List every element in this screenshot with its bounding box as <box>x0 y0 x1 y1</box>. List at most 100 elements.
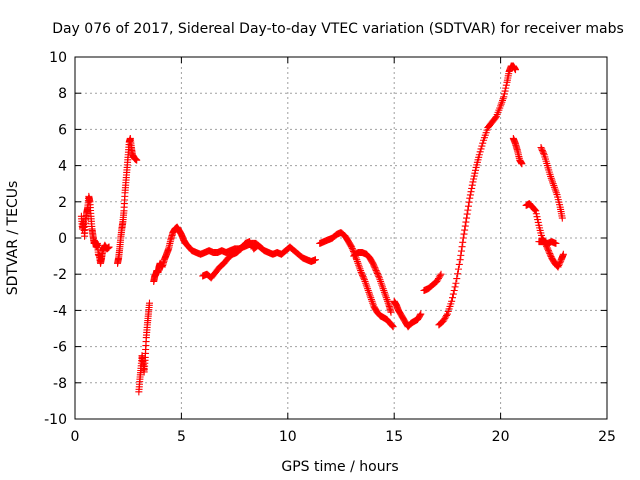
chart-title: Day 076 of 2017, Sidereal Day-to-day VTE… <box>52 21 624 37</box>
data-point <box>555 262 563 270</box>
data-point <box>257 244 265 252</box>
x-tick-label: 20 <box>492 429 510 445</box>
data-point <box>476 148 484 156</box>
y-tick-label: 6 <box>58 122 67 138</box>
data-series <box>77 62 567 396</box>
data-point <box>375 272 383 280</box>
data-point <box>245 238 253 246</box>
data-point <box>247 241 255 249</box>
data-point <box>389 323 397 331</box>
data-point <box>511 66 519 74</box>
data-point <box>534 218 542 226</box>
data-point <box>467 188 475 196</box>
data-point <box>436 272 444 280</box>
y-tick-label: -2 <box>53 267 67 283</box>
data-point <box>358 271 366 279</box>
data-point <box>540 149 548 157</box>
data-point <box>370 261 378 269</box>
data-point <box>538 146 546 154</box>
y-tick-label: -10 <box>44 412 67 428</box>
data-point <box>552 239 560 247</box>
data-point <box>475 151 483 159</box>
y-tick-label: 2 <box>58 195 67 211</box>
data-point <box>459 234 467 242</box>
data-point <box>373 269 381 277</box>
data-point <box>545 248 553 256</box>
data-point <box>443 311 451 319</box>
data-point <box>534 216 542 224</box>
data-point <box>491 114 499 122</box>
x-tick-label: 15 <box>385 429 403 445</box>
data-point <box>372 267 380 275</box>
data-point <box>246 239 254 247</box>
data-point <box>387 308 395 316</box>
data-point <box>457 251 465 259</box>
y-tick-label: 8 <box>58 86 67 102</box>
data-point <box>468 184 476 192</box>
x-axis-label: GPS time / hours <box>281 459 398 475</box>
data-point <box>448 297 456 305</box>
data-point <box>466 194 474 202</box>
data-point <box>435 273 443 281</box>
data-point <box>357 268 365 276</box>
y-tick-label: -8 <box>53 376 67 392</box>
data-point <box>555 260 563 268</box>
data-point <box>556 259 564 267</box>
data-point <box>258 245 266 253</box>
data-point <box>518 160 526 168</box>
data-point <box>463 210 471 218</box>
data-point <box>459 238 467 246</box>
data-point <box>460 230 468 238</box>
data-point <box>471 169 479 177</box>
data-point <box>462 218 470 226</box>
data-point <box>442 313 450 321</box>
data-point <box>479 139 487 147</box>
data-point <box>105 243 113 251</box>
data-point <box>371 264 379 272</box>
data-point <box>456 256 464 264</box>
data-point <box>458 243 466 251</box>
data-point <box>470 172 478 180</box>
data-point <box>440 316 448 324</box>
data-point <box>537 144 545 151</box>
data-point <box>434 275 442 283</box>
y-tick-label: 10 <box>49 50 67 66</box>
data-point <box>449 294 457 302</box>
axis-ticks: 0 5 10 15 20 25 -10 -8 -6 -4 -2 0 2 4 6 8 10 <box>44 50 616 445</box>
y-axis-label: SDTVAR / TECUs <box>5 181 21 296</box>
data-point <box>348 243 356 251</box>
data-point <box>461 222 469 230</box>
data-point <box>453 275 461 283</box>
x-tick-label: 10 <box>279 429 297 445</box>
data-point <box>370 262 378 270</box>
data-point <box>454 265 462 273</box>
data-point <box>388 322 396 330</box>
data-point <box>544 247 552 255</box>
data-point <box>530 205 538 213</box>
data-point <box>502 84 510 92</box>
data-point <box>464 206 472 214</box>
data-point <box>469 178 477 186</box>
data-point <box>373 268 381 276</box>
data-point <box>439 317 447 325</box>
data-point <box>433 277 441 285</box>
data-point <box>434 276 442 284</box>
data-point <box>546 250 554 258</box>
data-point <box>455 260 463 268</box>
data-point <box>451 283 459 291</box>
data-point <box>374 271 382 279</box>
y-tick-label: -4 <box>53 303 67 319</box>
data-point <box>502 81 510 89</box>
data-point <box>348 244 356 252</box>
data-point <box>464 202 472 210</box>
data-point <box>465 198 473 206</box>
data-point <box>531 206 539 214</box>
data-point <box>558 214 566 222</box>
data-point <box>369 259 377 267</box>
data-point <box>311 256 319 264</box>
data-point <box>532 210 540 218</box>
data-point <box>133 156 141 164</box>
data-point <box>449 290 457 298</box>
data-point <box>388 321 396 329</box>
